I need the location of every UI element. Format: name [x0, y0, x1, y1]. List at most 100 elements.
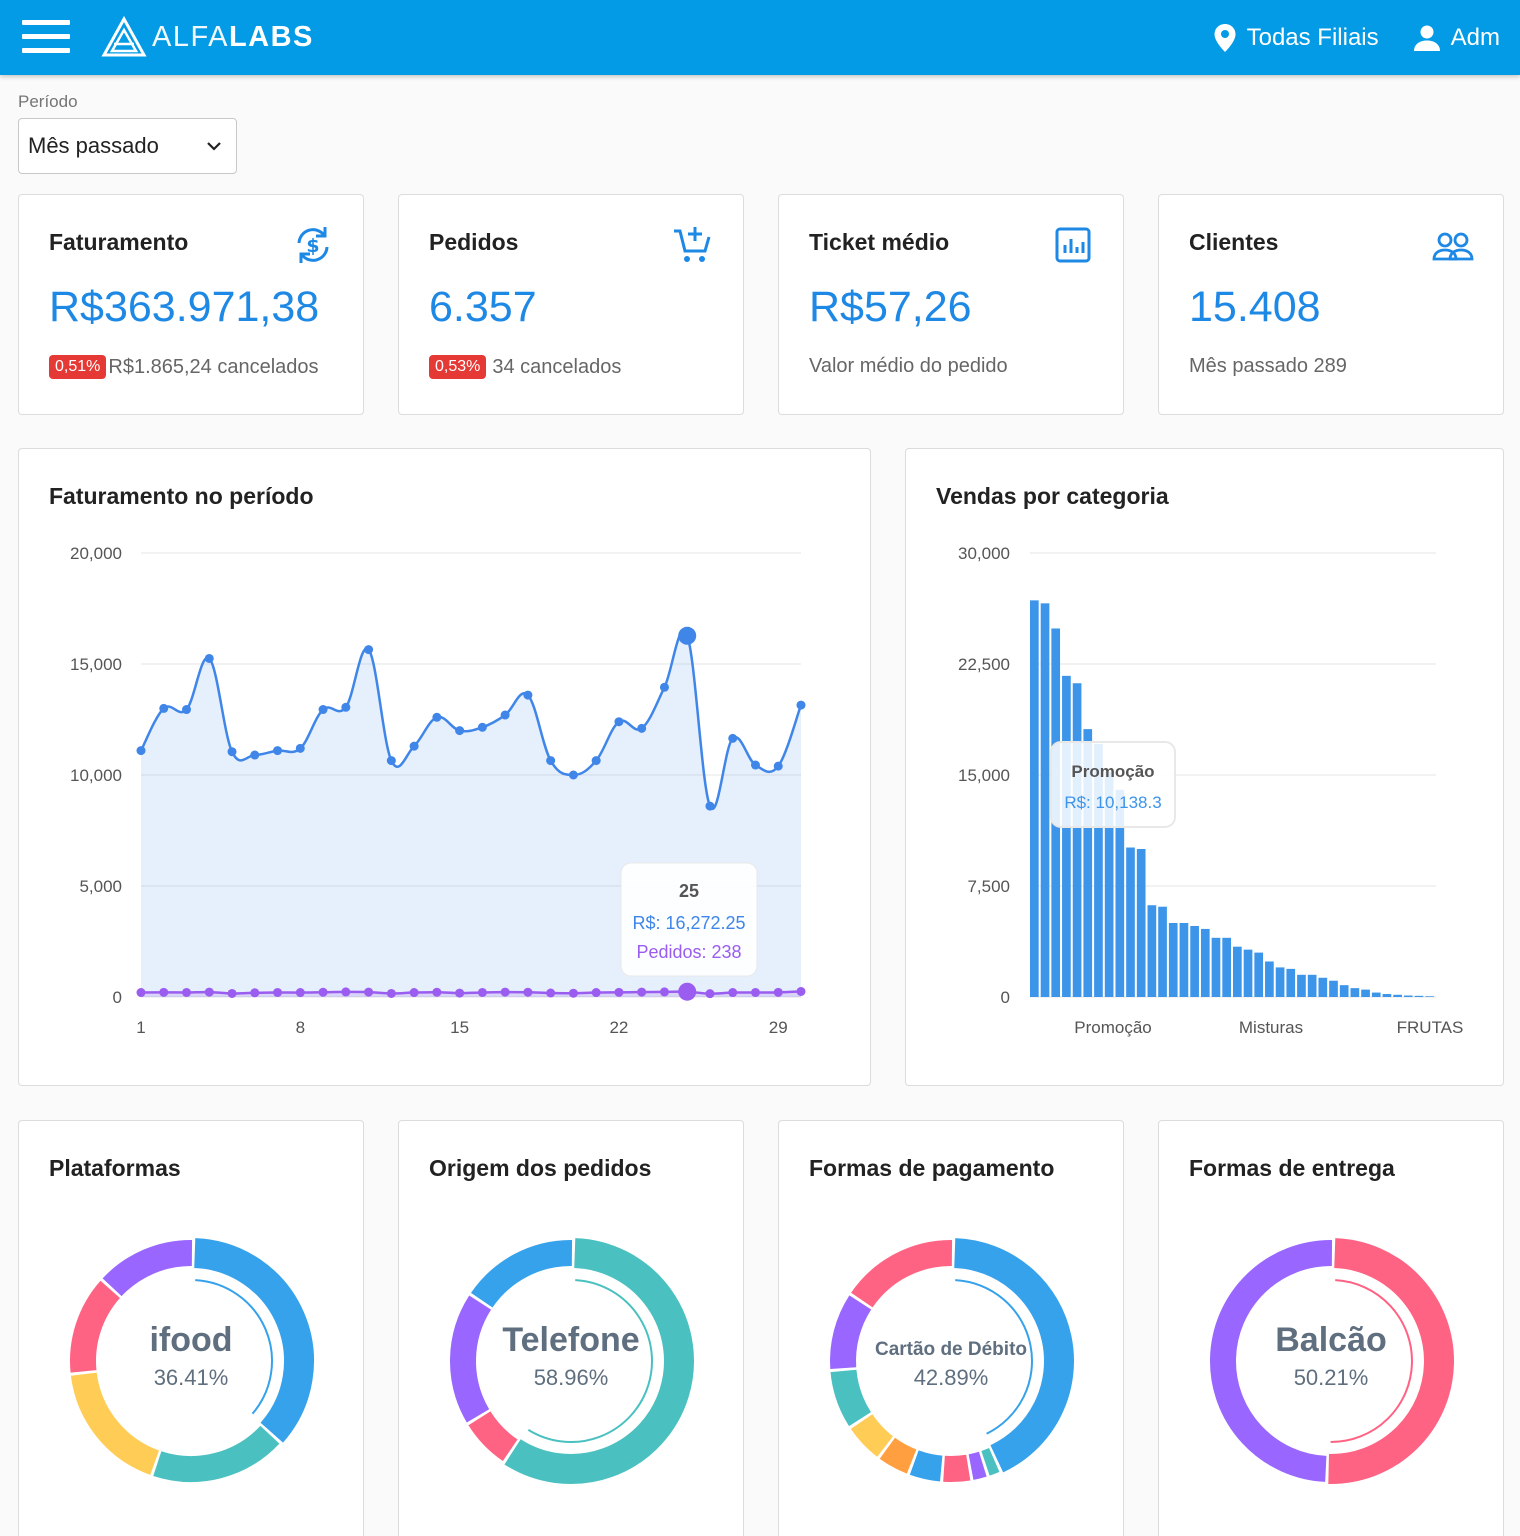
kpi-subtitle-text: 34 cancelados	[492, 355, 622, 378]
donut-segment	[468, 1411, 518, 1462]
chart-title: Vendas por categoria	[936, 483, 1169, 509]
kpi-value: R$57,26	[809, 283, 972, 331]
category-bar	[1350, 988, 1360, 997]
category-bar	[1243, 949, 1253, 997]
donut-segment	[193, 1238, 314, 1443]
y-tick-label: 15,000	[958, 766, 1010, 785]
revenue-line-chart[interactable]: 20,000 15,000 10,000 5,000 01 8 15 22 29 25 R$: 16…	[19, 449, 870, 1085]
period-select[interactable]: Mês passado	[18, 118, 237, 174]
category-bar-chart[interactable]: 30,000 22,500 15,000 7,500 0 Promoção Misturas…	[906, 449, 1503, 1085]
kpi-title: Pedidos	[429, 229, 519, 255]
donut-segment	[470, 1240, 573, 1308]
delivery-donut-chart[interactable]: Balcão 50.21%	[1159, 1121, 1503, 1536]
chart-tooltip: 25 R$: 16,272.25 Pedidos: 238	[620, 862, 758, 977]
orders-point	[341, 987, 351, 997]
chevron-down-icon	[207, 142, 221, 151]
orders-point	[546, 988, 556, 998]
tooltip-title: Promoção	[1071, 762, 1154, 781]
x-tick-label: Misturas	[1239, 1018, 1303, 1037]
donut-segment	[830, 1369, 872, 1427]
revenue-point	[477, 722, 487, 732]
donut-card-origem: Origem dos pedidos Telefone 58.96%	[398, 1120, 744, 1536]
kpi-value: 15.408	[1189, 283, 1321, 331]
donut-segment	[953, 1238, 1074, 1473]
category-bar	[1318, 977, 1328, 997]
donut-title: Plataformas	[49, 1155, 181, 1181]
chart-title: Faturamento no período	[49, 483, 314, 509]
category-bar	[1361, 989, 1370, 997]
donut-segment	[1210, 1240, 1333, 1482]
origin-donut-chart[interactable]: Telefone 58.96%	[399, 1121, 743, 1536]
donut-segment	[504, 1238, 694, 1484]
donut-segment	[102, 1240, 193, 1297]
kpi-title: Ticket médio	[809, 229, 950, 255]
orders-point	[796, 986, 806, 996]
x-tick-label: Promoção	[1074, 1018, 1151, 1037]
x-tick-label: 8	[296, 1018, 305, 1037]
revenue-point	[591, 756, 601, 766]
category-bar	[1265, 961, 1274, 997]
orders-point	[500, 987, 510, 997]
brand-name-bold: LABS	[228, 20, 314, 53]
category-bar	[1382, 994, 1392, 997]
x-tick-label: FRUTAS	[1397, 1018, 1464, 1037]
category-chart-card: Vendas por categoria 30,000 22,500 15,000 7…	[905, 448, 1504, 1086]
svg-text:$: $	[306, 235, 319, 257]
category-bar	[1222, 937, 1231, 997]
currency-exchange-icon: $	[297, 227, 329, 263]
orders-point	[773, 987, 783, 997]
category-bar	[1030, 600, 1039, 997]
orders-point	[591, 988, 601, 998]
donut-center-label: Cartão de Débito	[875, 1339, 1027, 1360]
person-icon	[1413, 25, 1440, 51]
donut-segment	[450, 1295, 492, 1423]
category-bar	[1115, 789, 1125, 997]
orders-point	[678, 982, 697, 1001]
kpi-value: 6.357	[429, 283, 537, 331]
y-tick-label: 0	[1001, 988, 1010, 1007]
cancel-rate-badge: 0,51%	[49, 355, 107, 379]
orders-point	[250, 988, 260, 998]
orders-point	[659, 987, 669, 997]
category-bar	[1126, 847, 1135, 997]
y-tick-label: 7,500	[967, 877, 1010, 896]
category-bar	[1307, 974, 1317, 997]
user-menu[interactable]: Adm	[1413, 24, 1500, 52]
donut-center-label: Balcão	[1275, 1321, 1387, 1359]
cancel-rate-badge: 0,53%	[429, 355, 487, 379]
revenue-point	[432, 712, 442, 722]
people-icon	[1432, 232, 1474, 261]
revenue-point	[796, 700, 806, 710]
orders-point	[204, 987, 214, 997]
category-bar	[1158, 906, 1167, 997]
orders-point	[159, 987, 169, 997]
brand-logo[interactable]: ALFALABS	[100, 14, 314, 60]
category-bar	[1200, 928, 1210, 997]
kpi-title: Clientes	[1189, 229, 1279, 255]
revenue-point	[773, 761, 783, 771]
revenue-point	[546, 756, 556, 766]
revenue-point	[705, 801, 715, 811]
branch-label: Todas Filiais	[1246, 23, 1379, 51]
revenue-point	[659, 682, 669, 692]
kpi-card-pedidos: Pedidos 6.357 0,53% 34 cancelados	[398, 194, 744, 415]
payment-donut-chart[interactable]: Cartão de Débito 42.89%	[779, 1121, 1123, 1536]
category-bar	[1414, 995, 1424, 997]
kpi-card-faturamento: Faturamento $ R$363.971,38 0,51% R$1.865…	[18, 194, 364, 415]
tooltip-title: 25	[679, 881, 699, 901]
menu-icon[interactable]	[22, 20, 70, 56]
category-bar	[1275, 967, 1285, 997]
orders-point	[568, 988, 578, 998]
platforms-donut-chart[interactable]: ifood 36.41%	[19, 1121, 363, 1536]
tooltip-revenue: R$: 16,272.25	[632, 913, 745, 933]
orders-point	[182, 987, 192, 997]
donut-card-entrega: Formas de entrega Balcão 50.21%	[1158, 1120, 1504, 1536]
y-tick-label: 0	[113, 988, 122, 1007]
bar-chart-icon	[1055, 227, 1091, 263]
period-label: Período	[18, 92, 78, 111]
donut-card-pagamento: Formas de pagamento Cartão de Débito 42.8…	[778, 1120, 1124, 1536]
donut-highlight-arc	[955, 1279, 1033, 1435]
tooltip-orders: Pedidos: 238	[636, 942, 741, 962]
branch-selector[interactable]: Todas Filiais	[1213, 23, 1379, 53]
orders-point	[523, 987, 533, 997]
